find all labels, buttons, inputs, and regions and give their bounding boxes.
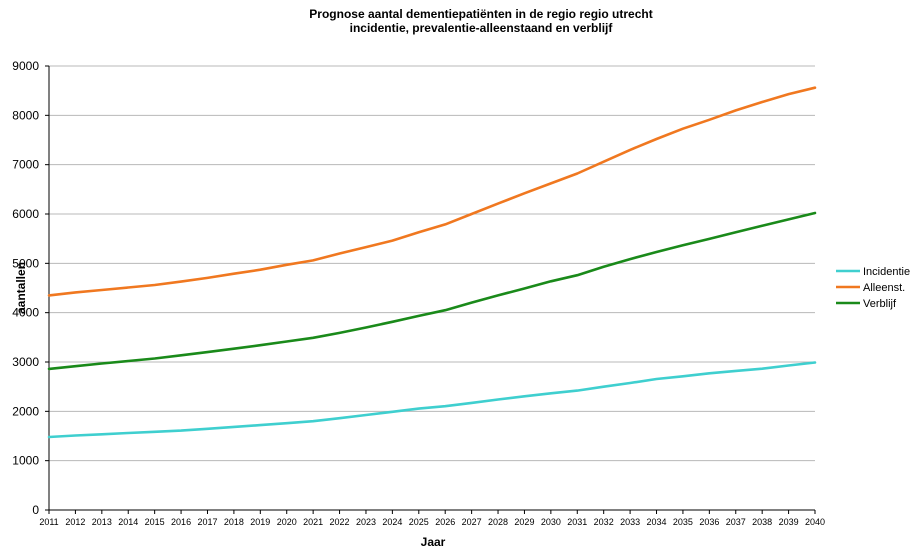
legend: Incidentie Alleenst. Verblijf: [836, 266, 910, 310]
x-tick-label: 2028: [488, 517, 508, 527]
y-tick-label: 8000: [12, 108, 39, 122]
y-tick-label: 6000: [12, 207, 39, 221]
x-tick-label: 2022: [330, 517, 350, 527]
x-tick-label: 2039: [779, 517, 799, 527]
x-axis-title: Jaar: [421, 535, 446, 549]
series-line-incidentie: [47, 361, 817, 439]
x-tick-label: 2036: [699, 517, 719, 527]
legend-label: Verblijf: [863, 298, 897, 310]
x-tick-label: 2031: [567, 517, 587, 527]
x-tick-label: 2034: [647, 517, 667, 527]
y-tick-label: 2000: [12, 404, 39, 418]
x-tick-label: 2030: [541, 517, 561, 527]
x-tick-label: 2017: [197, 517, 217, 527]
x-tick-label: 2037: [726, 517, 746, 527]
x-tick-label: 2012: [65, 517, 85, 527]
x-tick-label: 2018: [224, 517, 244, 527]
x-tick-label: 2019: [250, 517, 270, 527]
x-tick-label: 2025: [409, 517, 429, 527]
series-lines: [47, 86, 817, 439]
series-line-alleenst: [47, 86, 817, 297]
x-tick-labels: 2011 2012 2013 2014 2015 2016 2017 2018 2019 2020…: [39, 517, 825, 527]
x-tick-label: 2033: [620, 517, 640, 527]
x-tick-label: 2040: [805, 517, 825, 527]
y-tick-label: 0: [32, 503, 39, 517]
series-line-verblijf: [47, 211, 817, 371]
y-tick-label: 5000: [12, 256, 39, 270]
y-tick-labels: 0 1000 2000 3000 4000 5000 6000 7000 8000 9000: [12, 59, 39, 517]
y-tick-label: 9000: [12, 59, 39, 73]
y-tick-label: 4000: [12, 306, 39, 320]
chart-subtitle: incidentie, prevalentie-alleenstaand en …: [350, 21, 614, 35]
y-axis-title: aantallen: [14, 262, 28, 314]
y-tick-label: 1000: [12, 454, 39, 468]
x-tick-label: 2038: [752, 517, 772, 527]
x-tick-label: 2035: [673, 517, 693, 527]
y-tick-label: 3000: [12, 355, 39, 369]
x-tick-label: 2016: [171, 517, 191, 527]
x-tick-label: 2015: [145, 517, 165, 527]
x-tick-label: 2029: [514, 517, 534, 527]
x-tick-label: 2013: [92, 517, 112, 527]
gridlines: [49, 65, 815, 462]
x-tick-label: 2014: [118, 517, 138, 527]
x-tick-label: 2027: [462, 517, 482, 527]
x-tick-label: 2032: [594, 517, 614, 527]
axes: [45, 65, 816, 514]
x-tick-label: 2011: [39, 517, 58, 527]
x-tick-label: 2024: [382, 517, 402, 527]
legend-label: Incidentie: [863, 266, 910, 278]
y-tick-label: 7000: [12, 158, 39, 172]
x-tick-label: 2020: [277, 517, 297, 527]
x-tick-label: 2026: [435, 517, 455, 527]
legend-label: Alleenst.: [863, 282, 905, 294]
x-tick-label: 2023: [356, 517, 376, 527]
chart-title: Prognose aantal dementiepatiënten in de …: [309, 7, 652, 21]
x-tick-label: 2021: [303, 517, 323, 527]
